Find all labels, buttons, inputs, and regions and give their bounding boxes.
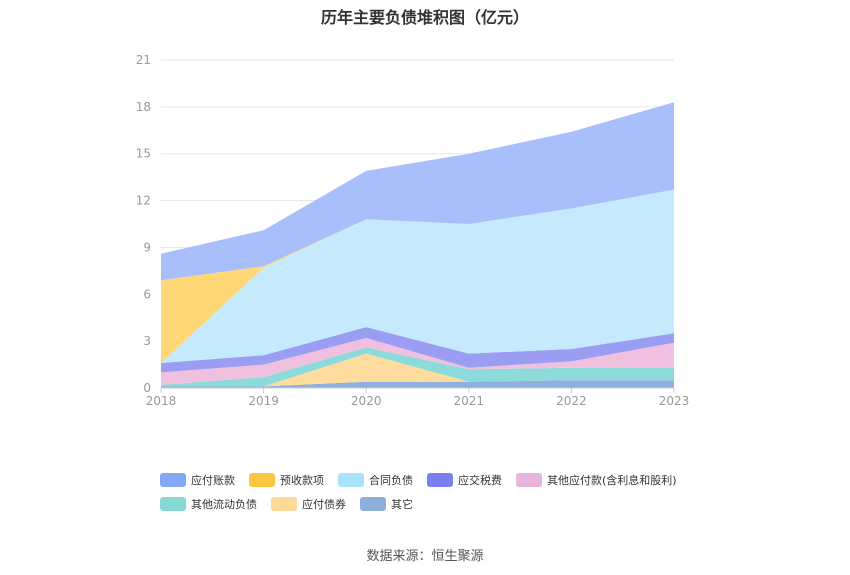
legend-label: 其他应付款(含利息和股利) xyxy=(547,474,677,487)
y-tick-label: 9 xyxy=(143,240,151,254)
x-tick-label: 2020 xyxy=(351,394,382,408)
legend-row-2: 其他流动负债 应付债券 其它 xyxy=(160,496,720,512)
legend-label: 合同负债 xyxy=(369,474,413,487)
source-note: 数据来源：恒生聚源 xyxy=(366,549,484,564)
y-tick-label: 12 xyxy=(136,194,151,208)
area-series xyxy=(161,380,674,388)
legend-item-advance-receipts[interactable]: 预收款项 xyxy=(249,472,324,488)
area-series xyxy=(161,102,674,281)
legend-swatch xyxy=(160,497,186,511)
area-series xyxy=(161,347,674,387)
legend-row-1: 应付账款 预收款项 合同负债 应交税费 其他应付款(含利息和股利) xyxy=(160,472,720,488)
y-tick-label: 18 xyxy=(136,100,151,114)
legend-swatch xyxy=(338,473,364,487)
legend-swatch xyxy=(271,497,297,511)
area-series xyxy=(161,338,674,385)
chart-title: 历年主要负债堆积图（亿元） xyxy=(320,8,529,27)
y-tick-label: 0 xyxy=(143,381,151,395)
x-tick-label: 2018 xyxy=(146,394,177,408)
legend-label: 应付债券 xyxy=(302,498,346,511)
y-tick-label: 3 xyxy=(143,334,151,348)
legend-item-bonds-payable[interactable]: 应付债券 xyxy=(271,496,346,512)
x-tick-label: 2023 xyxy=(659,394,690,408)
legend-swatch xyxy=(427,473,453,487)
x-tick-label: 2019 xyxy=(248,394,279,408)
legend-item-accounts-payable[interactable]: 应付账款 xyxy=(160,472,235,488)
legend-swatch xyxy=(160,473,186,487)
x-tick-label: 2022 xyxy=(556,394,587,408)
legend-item-other-payables[interactable]: 其他应付款(含利息和股利) xyxy=(516,472,677,488)
area-series xyxy=(161,353,674,387)
legend-item-taxes-payable[interactable]: 应交税费 xyxy=(427,472,502,488)
legend-swatch xyxy=(360,497,386,511)
legend-label: 应付账款 xyxy=(191,474,235,487)
area-series xyxy=(161,189,674,363)
legend-label: 其它 xyxy=(391,498,413,511)
legend-item-contract-liabilities[interactable]: 合同负债 xyxy=(338,472,413,488)
legend-item-other-current-liabilities[interactable]: 其他流动负债 xyxy=(160,496,257,512)
legend: 应付账款 预收款项 合同负债 应交税费 其他应付款(含利息和股利) 其他流动负债… xyxy=(160,472,720,520)
legend-label: 其他流动负债 xyxy=(191,498,257,511)
y-tick-label: 15 xyxy=(136,147,151,161)
legend-label: 应交税费 xyxy=(458,474,502,487)
legend-swatch xyxy=(516,473,542,487)
x-tick-label: 2021 xyxy=(454,394,485,408)
y-tick-label: 21 xyxy=(136,53,151,67)
legend-swatch xyxy=(249,473,275,487)
legend-item-other[interactable]: 其它 xyxy=(360,496,413,512)
area-series xyxy=(161,327,674,373)
legend-label: 预收款项 xyxy=(280,474,324,487)
y-tick-label: 6 xyxy=(143,287,151,301)
